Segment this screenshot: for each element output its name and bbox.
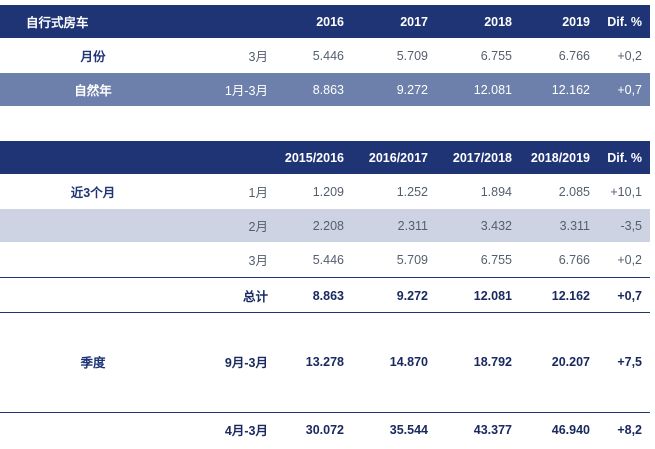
value-cell: 35.544 xyxy=(389,422,428,437)
dif-cell: +0,7 xyxy=(617,288,642,303)
row-divider xyxy=(0,412,650,413)
period-cell: 3月 xyxy=(248,254,268,268)
value-cell: 9.272 xyxy=(396,82,428,97)
dif-header: Dif. % xyxy=(607,150,642,165)
value-cell: 12.162 xyxy=(551,288,590,303)
value-cell: 1.252 xyxy=(396,184,428,199)
table-row: 2月 2.208 2.311 3.432 3.311 -3,5 xyxy=(0,209,650,242)
table-row: 4月-3月 30.072 35.544 43.377 46.940 +8,2 xyxy=(0,413,650,446)
value-cell: 2.085 xyxy=(558,184,590,199)
period-cell: 4月-3月 xyxy=(224,424,268,438)
value-cell: 5.709 xyxy=(396,48,428,63)
value-cell: 9.272 xyxy=(396,288,428,303)
value-cell: 6.766 xyxy=(558,252,590,267)
value-cell: 12.081 xyxy=(473,288,512,303)
value-cell: 46.940 xyxy=(551,422,590,437)
dif-cell: +7,5 xyxy=(617,354,642,369)
value-cell: 3.311 xyxy=(559,218,590,233)
dif-cell: +0,2 xyxy=(617,252,642,267)
value-cell: 8.863 xyxy=(312,82,344,97)
value-cell: 5.446 xyxy=(312,252,344,267)
table-row: 3月 5.446 5.709 6.755 6.766 +0,2 xyxy=(0,243,650,276)
period-cell: 3月 xyxy=(248,50,268,64)
table-row: 近3个月 1月 1.209 1.252 1.894 2.085 +10,1 xyxy=(0,175,650,208)
value-cell: 1.894 xyxy=(480,184,512,199)
value-cell: 20.207 xyxy=(551,354,590,369)
value-cell: 3.432 xyxy=(480,218,512,233)
period-cell: 2月 xyxy=(248,220,268,234)
value-cell: 30.072 xyxy=(305,422,344,437)
season-header: 2015/2016 xyxy=(284,150,344,165)
value-cell: 5.446 xyxy=(312,48,344,63)
dif-header: Dif. % xyxy=(607,14,642,29)
value-cell: 6.766 xyxy=(558,48,590,63)
year-header: 2017 xyxy=(400,14,428,29)
table-row-total: 总计 8.863 9.272 12.081 12.162 +0,7 xyxy=(0,279,650,312)
table-row: 自然年 1月-3月 8.863 9.272 12.081 12.162 +0,7 xyxy=(0,73,650,106)
value-cell: 8.863 xyxy=(312,288,344,303)
value-cell: 43.377 xyxy=(473,422,512,437)
dif-cell: +8,2 xyxy=(617,422,642,437)
group-label: 近3个月 xyxy=(70,186,116,200)
year-header: 2019 xyxy=(562,14,590,29)
table1-header: 自行式房车 2016 2017 2018 2019 Dif. % xyxy=(0,5,650,38)
year-header: 2018 xyxy=(484,14,512,29)
period-cell: 9月-3月 xyxy=(224,356,268,370)
dif-cell: -3,5 xyxy=(620,218,642,233)
row-label: 月份 xyxy=(80,50,106,64)
row-divider xyxy=(0,312,650,313)
table2-header: 2015/2016 2016/2017 2017/2018 2018/2019 … xyxy=(0,141,650,174)
dif-cell: +0,2 xyxy=(617,48,642,63)
value-cell: 12.162 xyxy=(551,82,590,97)
value-cell: 6.755 xyxy=(480,252,512,267)
value-cell: 6.755 xyxy=(480,48,512,63)
period-cell: 1月 xyxy=(248,186,268,200)
value-cell: 5.709 xyxy=(396,252,428,267)
season-header: 2018/2019 xyxy=(530,150,590,165)
season-label: 季度 xyxy=(80,356,106,370)
dif-cell: +0,7 xyxy=(617,82,642,97)
value-cell: 18.792 xyxy=(473,354,512,369)
value-cell: 1.209 xyxy=(312,184,344,199)
row-label: 自然年 xyxy=(74,84,112,98)
value-cell: 2.208 xyxy=(312,218,344,233)
period-cell: 总计 xyxy=(242,290,268,304)
year-header: 2016 xyxy=(316,14,344,29)
table-row: 季度 9月-3月 13.278 14.870 18.792 20.207 +7,… xyxy=(0,345,650,378)
period-cell: 1月-3月 xyxy=(224,84,268,98)
value-cell: 12.081 xyxy=(473,82,512,97)
value-cell: 13.278 xyxy=(305,354,344,369)
table1-title: 自行式房车 xyxy=(26,16,89,30)
season-header: 2017/2018 xyxy=(452,150,512,165)
dif-cell: +10,1 xyxy=(610,184,642,199)
season-header: 2016/2017 xyxy=(368,150,428,165)
table-row: 月份 3月 5.446 5.709 6.755 6.766 +0,2 xyxy=(0,39,650,72)
value-cell: 2.311 xyxy=(397,218,428,233)
row-divider xyxy=(0,277,650,278)
value-cell: 14.870 xyxy=(389,354,428,369)
